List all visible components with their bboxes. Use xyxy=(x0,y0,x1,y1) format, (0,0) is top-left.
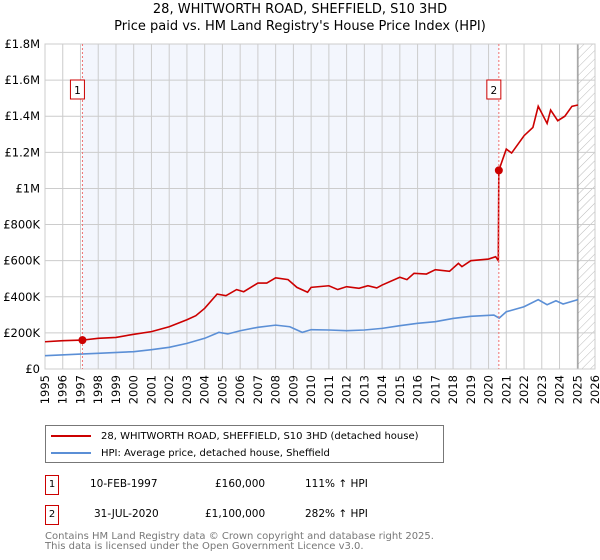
chart-title: 28, WHITWORTH ROAD, SHEFFIELD, S10 3HD xyxy=(152,2,448,17)
y-tick-label: £1.4M xyxy=(4,109,40,123)
x-tick-label: 1996 xyxy=(56,375,70,404)
x-tick-label: 2016 xyxy=(411,375,425,404)
sale-point xyxy=(78,336,87,345)
transaction-row: 2 31-JUL-2020 £1,100,000 282% ↑ HPI xyxy=(45,505,465,525)
x-tick-label: 2011 xyxy=(322,375,336,404)
x-tick-label: 2015 xyxy=(393,375,407,404)
legend-swatch-blue xyxy=(51,452,91,454)
x-tick-label: 2013 xyxy=(357,375,371,404)
sale-marker-label: 1 xyxy=(74,85,81,97)
legend-label: HPI: Average price, detached house, Shef… xyxy=(101,447,330,459)
x-tick-label: 2020 xyxy=(482,375,496,404)
transaction-marker: 1 xyxy=(45,475,59,495)
x-tick-label: 2022 xyxy=(517,375,531,404)
y-tick-label: £200K xyxy=(3,326,40,340)
x-tick-label: 2002 xyxy=(162,375,176,404)
sale-point xyxy=(494,166,503,175)
y-tick-label: £1.2M xyxy=(4,145,40,159)
price-chart: £0 £200K £400K £600K £800K £1M £1.2M £1.4M £1.6M… xyxy=(3,37,600,404)
transaction-date: 31-JUL-2020 xyxy=(94,508,159,520)
x-tick-label: 2017 xyxy=(428,375,442,404)
footer-copyright: Contains HM Land Registry data © Crown c… xyxy=(45,531,434,542)
x-tick-label: 2012 xyxy=(340,375,354,404)
hpi-line xyxy=(44,298,579,357)
property-price-line xyxy=(44,104,579,343)
chart-legend: 28, WHITWORTH ROAD, SHEFFIELD, S10 3HD (… xyxy=(45,425,444,463)
x-tick-label: 2008 xyxy=(269,375,283,404)
y-tick-label: £0 xyxy=(25,362,40,376)
x-tick-label: 2000 xyxy=(127,375,141,404)
chart-subtitle: Price paid vs. HM Land Registry's House … xyxy=(114,19,486,34)
legend-item-property: 28, WHITWORTH ROAD, SHEFFIELD, S10 3HD (… xyxy=(46,428,419,444)
legend-label: 28, WHITWORTH ROAD, SHEFFIELD, S10 3HD (… xyxy=(101,430,419,442)
y-tick-label: £600K xyxy=(3,254,40,268)
legend-swatch-red xyxy=(51,435,91,437)
x-tick-label: 1995 xyxy=(38,375,52,404)
x-tick-label: 2006 xyxy=(233,375,247,404)
transaction-price: £1,100,000 xyxy=(205,508,266,520)
transaction-row: 1 10-FEB-1997 £160,000 111% ↑ HPI xyxy=(45,475,465,495)
x-tick-label: 2025 xyxy=(570,375,584,404)
transaction-price: £160,000 xyxy=(215,478,266,490)
sale-marker-label: 2 xyxy=(490,85,497,97)
y-tick-label: £1M xyxy=(15,181,40,195)
ownership-shading xyxy=(82,44,499,369)
x-tick-label: 2007 xyxy=(251,375,265,404)
x-tick-label: 2018 xyxy=(446,375,460,404)
x-tick-label: 2003 xyxy=(180,375,194,404)
x-tick-label: 1999 xyxy=(109,375,123,404)
x-tick-label: 2014 xyxy=(375,375,389,404)
transaction-marker: 2 xyxy=(45,505,59,525)
y-tick-label: £1.8M xyxy=(4,37,40,51)
x-tick-label: 2019 xyxy=(464,375,478,404)
transaction-hpi: 282% ↑ HPI xyxy=(305,508,368,520)
x-tick-label: 2024 xyxy=(553,375,567,404)
x-tick-label: 1998 xyxy=(91,375,105,404)
transaction-hpi: 111% ↑ HPI xyxy=(305,478,368,490)
x-tick-label: 2004 xyxy=(198,375,212,404)
x-tick-label: 1997 xyxy=(73,375,87,404)
x-tick-label: 2001 xyxy=(144,375,158,404)
transaction-date: 10-FEB-1997 xyxy=(90,478,158,490)
plot-border xyxy=(44,43,596,370)
legend-item-hpi: HPI: Average price, detached house, Shef… xyxy=(46,445,330,461)
x-tick-label: 2026 xyxy=(588,375,600,404)
x-tick-label: 2010 xyxy=(304,375,318,404)
y-tick-label: £1.6M xyxy=(4,73,40,87)
x-tick-label: 2021 xyxy=(499,375,513,404)
y-tick-label: £400K xyxy=(3,290,40,304)
sale-marker-box xyxy=(486,79,502,100)
sale-marker-box xyxy=(69,79,85,100)
x-tick-label: 2009 xyxy=(286,375,300,404)
future-hatch xyxy=(577,44,595,369)
x-tick-label: 2005 xyxy=(215,375,229,404)
footer-licence: This data is licensed under the Open Gov… xyxy=(45,541,364,552)
x-tick-label: 2023 xyxy=(535,375,549,404)
y-tick-label: £800K xyxy=(3,218,40,232)
